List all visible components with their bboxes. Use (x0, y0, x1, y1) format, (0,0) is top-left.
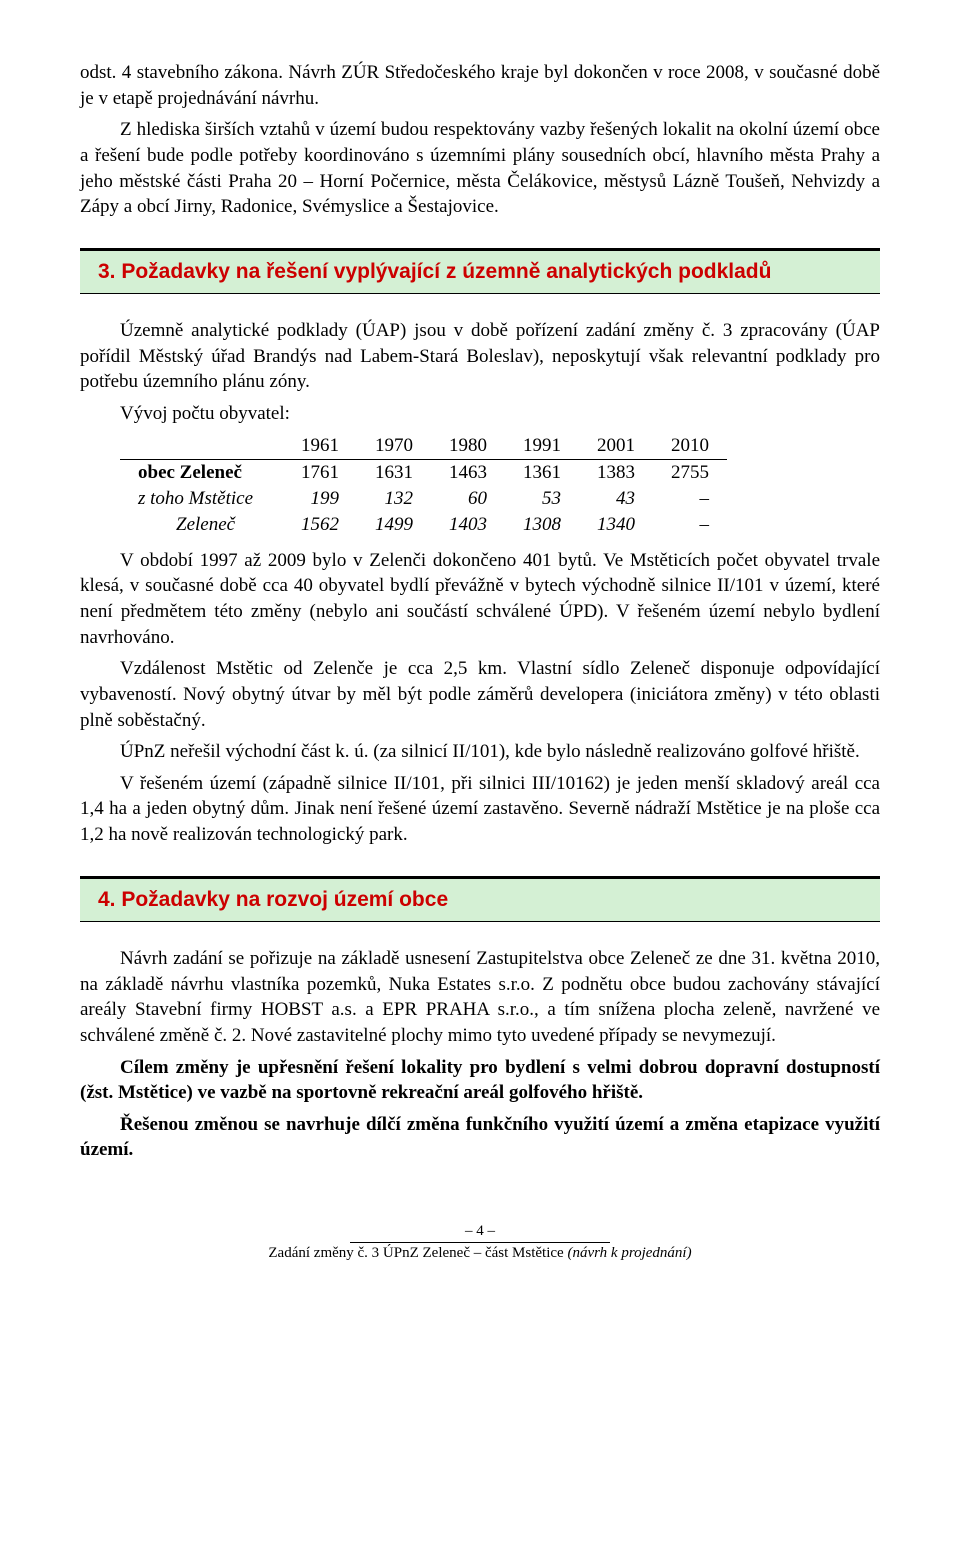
intro-p1: odst. 4 stavebního zákona. Návrh ZÚR Stř… (80, 60, 880, 111)
row-label: obec Zeleneč (120, 459, 283, 486)
cell: 60 (431, 486, 505, 512)
cell: 1562 (283, 512, 357, 538)
section3-bottom-rule (80, 293, 880, 294)
section3-p3: V období 1997 až 2009 bylo v Zelenči dok… (80, 548, 880, 651)
section4-heading-block: 4. Požadavky na rozvoj území obce (80, 876, 880, 922)
population-table-header: 1961 1970 1980 1991 2001 2010 (120, 433, 727, 460)
row-label: z toho Mstětice (120, 486, 283, 512)
cell: 2755 (653, 459, 727, 486)
cell: 43 (579, 486, 653, 512)
cell: 53 (505, 486, 579, 512)
table-row: z toho Mstětice199132605343– (120, 486, 727, 512)
cell: – (653, 512, 727, 538)
cell: – (653, 486, 727, 512)
cell: 1403 (431, 512, 505, 538)
section3-title: 3. Požadavky na řešení vyplývající z úze… (80, 251, 880, 293)
cell: 1308 (505, 512, 579, 538)
section4-title: 4. Požadavky na rozvoj území obce (80, 879, 880, 921)
page-number: – 4 – (80, 1223, 880, 1240)
section3-p2: Vývoj počtu obyvatel: (80, 401, 880, 427)
cell: 1340 (579, 512, 653, 538)
section4-p3: Řešenou změnou se navrhuje dílčí změna f… (80, 1112, 880, 1163)
section3-p1: Územně analytické podklady (ÚAP) jsou v … (80, 318, 880, 395)
page-footer: – 4 – Zadání změny č. 3 ÚPnZ Zeleneč – č… (80, 1223, 880, 1262)
th-1980: 1980 (431, 433, 505, 460)
footer-doc-title: Zadání změny č. 3 ÚPnZ Zeleneč – část Ms… (80, 1245, 880, 1262)
th-2001: 2001 (579, 433, 653, 460)
population-table: 1961 1970 1980 1991 2001 2010 obec Zelen… (120, 433, 727, 538)
th-2010: 2010 (653, 433, 727, 460)
cell: 1631 (357, 459, 431, 486)
table-row: obec Zeleneč176116311463136113832755 (120, 459, 727, 486)
row-label: Zeleneč (120, 512, 283, 538)
cell: 1463 (431, 459, 505, 486)
table-row: Zeleneč15621499140313081340– (120, 512, 727, 538)
cell: 1499 (357, 512, 431, 538)
footer-doc-prefix: Zadání změny č. 3 ÚPnZ Zeleneč – část Ms… (268, 1245, 567, 1261)
cell: 1761 (283, 459, 357, 486)
footer-rule (350, 1242, 610, 1243)
th-1991: 1991 (505, 433, 579, 460)
section3-heading-block: 3. Požadavky na řešení vyplývající z úze… (80, 248, 880, 294)
footer-doc-suffix: (návrh k projednání) (567, 1245, 691, 1261)
th-blank (120, 433, 283, 460)
section3-p5: ÚPnZ neřešil východní část k. ú. (za sil… (80, 739, 880, 765)
section4-bottom-rule (80, 921, 880, 922)
th-1970: 1970 (357, 433, 431, 460)
section3-p4: Vzdálenost Mstětic od Zelenče je cca 2,5… (80, 656, 880, 733)
th-1961: 1961 (283, 433, 357, 460)
cell: 199 (283, 486, 357, 512)
section4-p1: Návrh zadání se pořizuje na základě usne… (80, 946, 880, 1049)
section3-p6: V řešeném území (západně silnice II/101,… (80, 771, 880, 848)
intro-p2: Z hlediska širších vztahů v území budou … (80, 117, 880, 220)
cell: 1361 (505, 459, 579, 486)
cell: 1383 (579, 459, 653, 486)
section4-p2: Cílem změny je upřesnění řešení lokality… (80, 1055, 880, 1106)
cell: 132 (357, 486, 431, 512)
